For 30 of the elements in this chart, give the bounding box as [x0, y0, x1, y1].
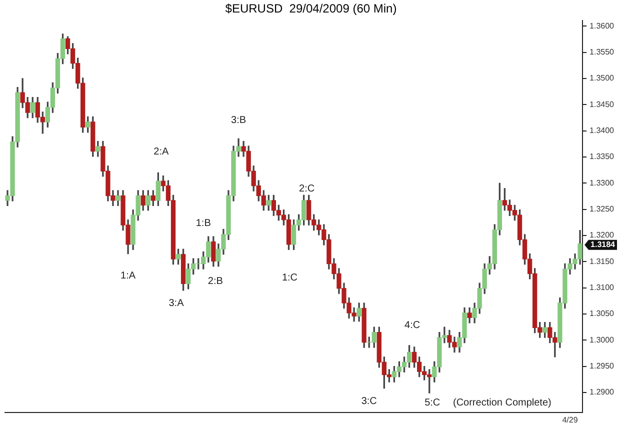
y-tick-label: 1.3600: [590, 21, 615, 30]
annotation: 4:C: [404, 320, 420, 332]
y-tick-label: 1.2900: [590, 388, 615, 397]
x-tick-label: 4/29: [562, 415, 578, 424]
annotation: 3:B: [231, 115, 246, 126]
annotation: 5:C: [424, 398, 440, 409]
annotation: 1:A: [120, 270, 136, 282]
y-tick-label: 1.3500: [590, 74, 615, 83]
annotation: 2:B: [208, 276, 224, 288]
annotation: 2:A: [154, 146, 170, 158]
annotation: 3:A: [168, 298, 184, 309]
y-tick-label: 1.3350: [590, 152, 615, 162]
y-tick-label: 1.3250: [590, 204, 615, 214]
annotation: 1:B: [196, 218, 212, 229]
y-tick-label: 1.2950: [590, 362, 615, 371]
annotation: 1.3184: [590, 240, 616, 250]
y-tick-label: 1.3050: [590, 309, 615, 318]
annotation: 3:C: [361, 396, 377, 407]
chart-title: $EURUSD 29/04/2009 (60 Min): [225, 2, 397, 16]
annotation: 2:C: [299, 184, 315, 195]
annotation: 1:C: [282, 272, 298, 284]
y-tick-label: 1.3300: [590, 178, 615, 188]
annotation: (Correction Complete): [452, 398, 552, 409]
y-tick-label: 1.3000: [590, 335, 615, 344]
y-tick-label: 1.3450: [590, 100, 615, 109]
y-tick-label: 1.3400: [590, 126, 615, 136]
y-tick-label: 1.3100: [590, 283, 615, 292]
y-tick-label: 1.3550: [590, 48, 615, 57]
y-tick-label: 1.3150: [590, 256, 615, 266]
y-tick-label: 1.3200: [590, 230, 615, 240]
